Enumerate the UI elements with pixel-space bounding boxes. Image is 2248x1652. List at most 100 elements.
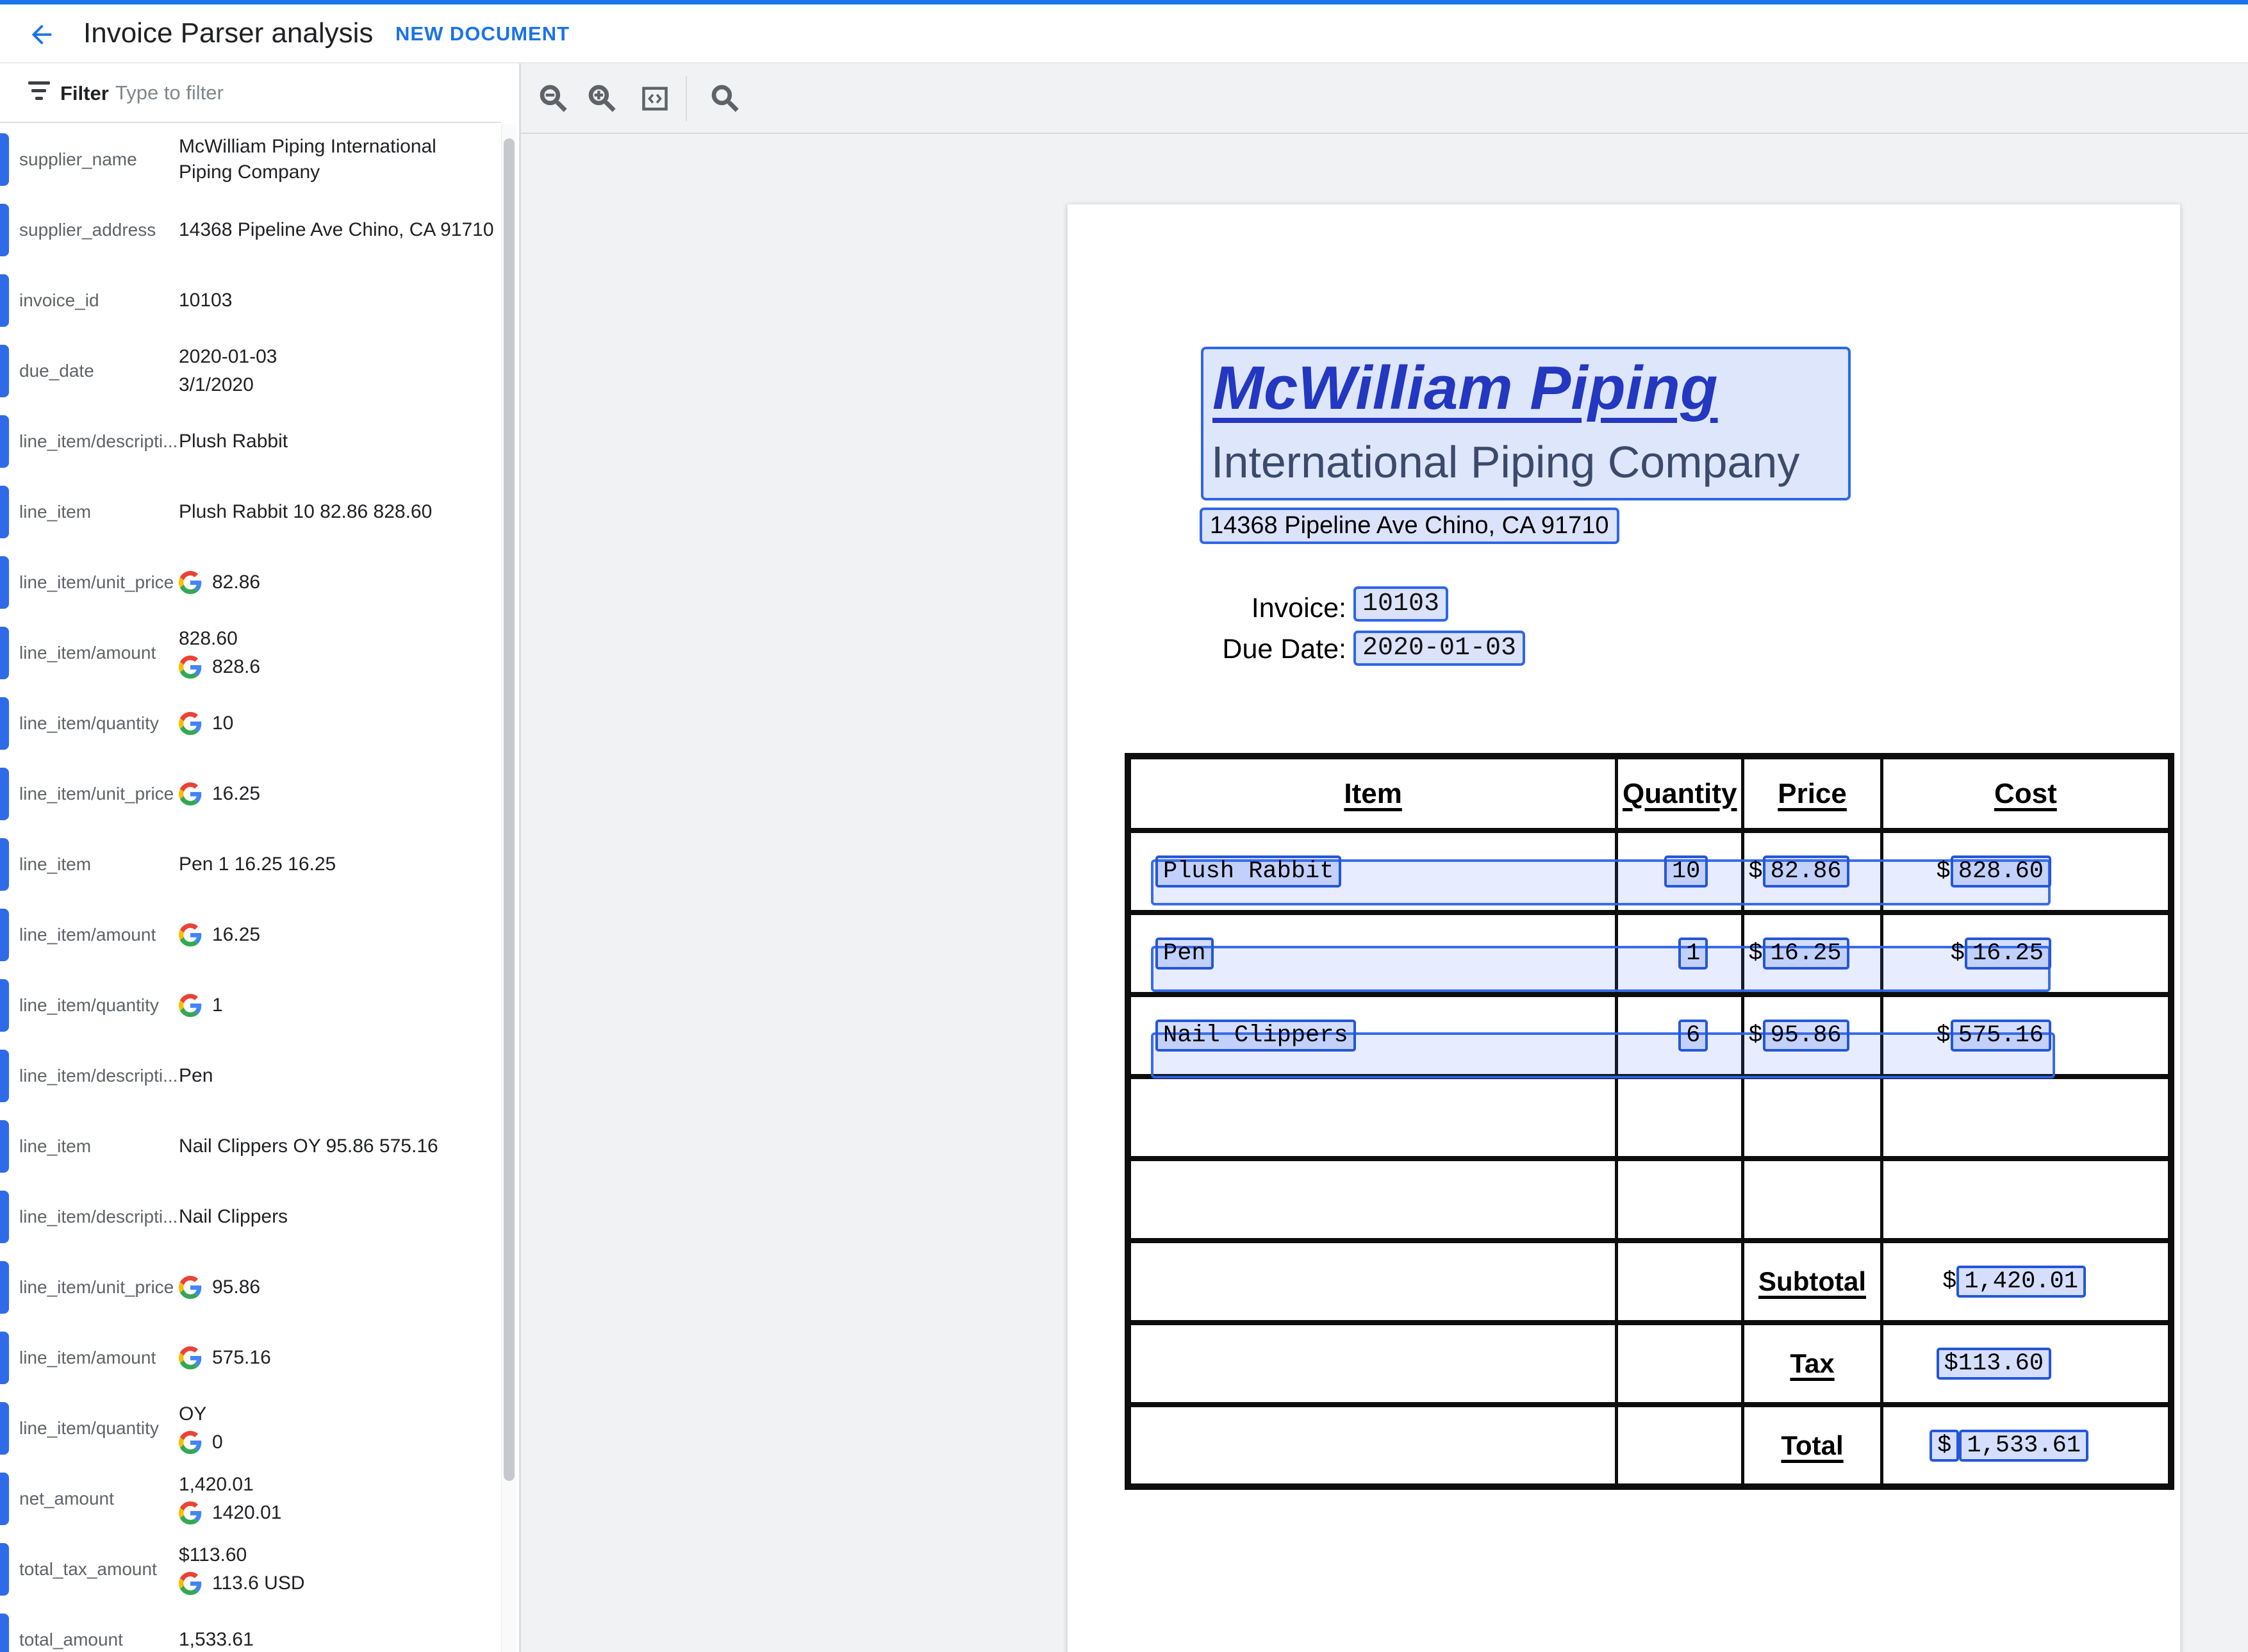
field-value-text: Nail Clippers OY 95.86 575.16 — [179, 1136, 438, 1157]
price-highlight[interactable]: 16.25 — [1762, 938, 1849, 970]
due-date-highlight[interactable]: 2020-01-03 — [1353, 631, 1526, 666]
google-normalized-icon — [179, 1276, 202, 1299]
cell-empty — [1880, 1074, 2173, 1161]
table-header-row: Item Quantity Price Cost — [1126, 754, 2173, 833]
field-values: $113.60 113.6 USD — [179, 1541, 501, 1598]
field-value-text: McWilliam Piping International Piping Co… — [179, 136, 436, 183]
summary-label: Subtotal — [1741, 1238, 1883, 1325]
google-normalized-icon — [179, 571, 202, 594]
field-row[interactable]: line_item/descripti... Pen — [0, 1041, 501, 1111]
new-document-button[interactable]: NEW DOCUMENT — [395, 22, 570, 45]
code-view-button[interactable] — [638, 81, 672, 116]
field-row[interactable]: net_amount 1,420.01 1420.01 — [0, 1464, 501, 1534]
google-normalized-icon — [179, 712, 202, 735]
item-highlight[interactable]: Nail Clippers — [1155, 1020, 1356, 1052]
zoom-in-button[interactable] — [585, 81, 620, 116]
supplier-address-highlight[interactable]: 14368 Pipeline Ave Chino, CA 91710 — [1200, 508, 1619, 544]
field-row[interactable]: line_item Plush Rabbit 10 82.86 828.60 — [0, 477, 501, 547]
field-row[interactable]: invoice_id 10103 — [0, 265, 501, 336]
google-normalized-icon — [179, 1431, 202, 1454]
field-label: line_item/unit_price — [19, 572, 174, 592]
field-values: 82.86 — [179, 568, 501, 597]
cost-highlight[interactable]: 16.25 — [1964, 938, 2051, 970]
cell-price: $95.86 — [1741, 992, 1883, 1079]
invoice-id-highlight[interactable]: 10103 — [1353, 586, 1449, 622]
field-value-line: Plush Rabbit 10 82.86 828.60 — [179, 498, 495, 526]
field-accent-bar — [0, 1402, 9, 1455]
field-label: line_item/descripti... — [19, 1066, 176, 1086]
field-row[interactable]: line_item/quantity OY 0 — [0, 1393, 501, 1464]
sidebar-scrollbar-thumb[interactable] — [504, 138, 515, 1481]
cell-empty — [1615, 1074, 1745, 1161]
field-row[interactable]: supplier_name McWilliam Piping Internati… — [0, 124, 501, 195]
summary-value-highlight[interactable]: $113.60 — [1936, 1348, 2051, 1380]
field-row[interactable]: line_item/unit_price 16.25 — [0, 759, 501, 829]
field-values: Nail Clippers — [179, 1203, 501, 1231]
item-highlight[interactable]: Pen — [1155, 938, 1214, 970]
price-highlight[interactable]: 82.86 — [1762, 855, 1849, 888]
field-row[interactable]: line_item/descripti... Plush Rabbit — [0, 406, 501, 477]
field-value-text: 1,420.01 — [179, 1474, 254, 1495]
viewer-toolbar — [521, 63, 2248, 134]
quantity-highlight[interactable]: 1 — [1678, 938, 1708, 970]
quantity-highlight[interactable]: 10 — [1664, 855, 1708, 888]
filter-label: Filter — [60, 82, 109, 104]
field-values: 1 — [179, 991, 501, 1020]
summary-value-cell: $1,420.01 — [1880, 1238, 2173, 1325]
field-label: line_item/quantity — [19, 1418, 159, 1438]
field-value-line: 14368 Pipeline Ave Chino, CA 91710 — [179, 216, 495, 244]
page-title: Invoice Parser analysis — [83, 17, 374, 49]
field-row[interactable]: supplier_address 14368 Pipeline Ave Chin… — [0, 195, 501, 265]
filter-input[interactable] — [115, 72, 449, 113]
field-row[interactable]: total_tax_amount $113.60 113.6 USD — [0, 1534, 501, 1605]
summary-value-cell: $1,533.61 — [1880, 1402, 2173, 1489]
field-values: Plush Rabbit — [179, 427, 501, 456]
price-highlight[interactable]: 95.86 — [1762, 1020, 1849, 1052]
field-row[interactable]: line_item/unit_price 82.86 — [0, 547, 501, 618]
field-row[interactable]: line_item Nail Clippers OY 95.86 575.16 — [0, 1111, 501, 1182]
currency-symbol: $ — [1936, 858, 1951, 885]
field-row[interactable]: line_item/amount 828.60 828.6 — [0, 618, 501, 688]
toolbar-divider — [686, 76, 687, 121]
zoom-out-button[interactable] — [536, 81, 571, 116]
field-row[interactable]: due_date 2020-01-03 3/1/2020 — [0, 336, 501, 406]
field-row[interactable]: line_item/descripti... Nail Clippers — [0, 1182, 501, 1252]
cell-item: Pen — [1126, 910, 1619, 997]
field-value-line: 575.16 — [179, 1344, 495, 1372]
field-values: 14368 Pipeline Ave Chino, CA 91710 — [179, 216, 501, 244]
field-row[interactable]: line_item/unit_price 95.86 — [0, 1252, 501, 1323]
item-highlight[interactable]: Plush Rabbit — [1155, 855, 1342, 888]
field-accent-bar — [0, 768, 9, 820]
currency-highlight[interactable]: $ — [1930, 1429, 1960, 1462]
cost-highlight[interactable]: 828.60 — [1950, 855, 2051, 888]
field-row[interactable]: total_amount 1,533.61 — [0, 1605, 501, 1652]
field-label: line_item/amount — [19, 1348, 156, 1367]
quantity-highlight[interactable]: 6 — [1678, 1020, 1708, 1052]
summary-value-highlight[interactable]: 1,420.01 — [1956, 1266, 2086, 1298]
field-value-line: 10 — [179, 709, 495, 738]
field-value-line: 82.86 — [179, 568, 495, 597]
field-row[interactable]: line_item/amount 16.25 — [0, 900, 501, 970]
google-normalized-icon — [179, 1346, 202, 1369]
search-document-button[interactable] — [708, 81, 743, 116]
field-value-line: Pen 1 16.25 16.25 — [179, 850, 495, 879]
sidebar-scrollbar[interactable] — [501, 124, 517, 1652]
field-value-text: 828.60 — [179, 628, 238, 649]
summary-value-highlight[interactable]: 1,533.61 — [1959, 1429, 2088, 1462]
field-accent-bar — [0, 415, 9, 468]
document-canvas[interactable]: McWilliam Piping International Piping Co… — [521, 135, 2248, 1652]
back-button[interactable] — [27, 20, 56, 49]
cost-highlight[interactable]: 575.16 — [1950, 1020, 2051, 1052]
field-row[interactable]: line_item/amount 575.16 — [0, 1323, 501, 1393]
field-row[interactable]: line_item/quantity 1 — [0, 970, 501, 1041]
currency-symbol: $ — [1748, 1022, 1763, 1049]
field-row[interactable]: line_item/quantity 10 — [0, 688, 501, 759]
field-value-text: 16.25 — [212, 783, 261, 804]
field-label: line_item — [19, 1136, 92, 1156]
field-row[interactable]: line_item Pen 1 16.25 16.25 — [0, 829, 501, 900]
field-values: 10 — [179, 709, 501, 738]
google-normalized-icon — [179, 923, 202, 946]
supplier-name-highlight[interactable] — [1201, 347, 1851, 500]
field-value-text: Pen 1 16.25 16.25 — [179, 854, 336, 875]
table-summary-row: Tax $113.60 — [1126, 1320, 2173, 1407]
